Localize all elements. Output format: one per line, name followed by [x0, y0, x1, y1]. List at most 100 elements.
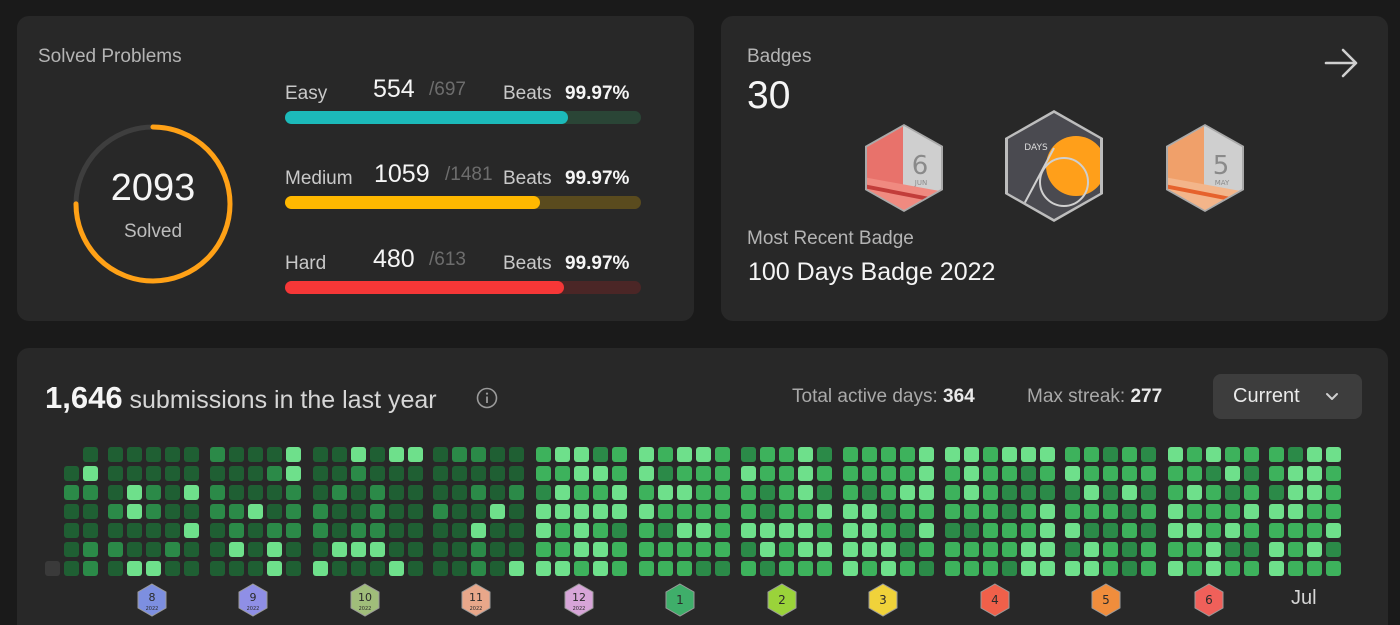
heatmap-cell[interactable] [715, 504, 730, 519]
heatmap-cell[interactable] [452, 447, 467, 462]
heatmap-cell[interactable] [1103, 561, 1118, 576]
heatmap-cell[interactable] [184, 447, 199, 462]
heatmap-cell[interactable] [509, 447, 524, 462]
heatmap-cell[interactable] [1065, 447, 1080, 462]
heatmap-cell[interactable] [229, 523, 244, 538]
heatmap-cell[interactable] [286, 561, 301, 576]
heatmap-cell[interactable] [574, 485, 589, 500]
heatmap-cell[interactable] [1326, 561, 1341, 576]
heatmap-cell[interactable] [1021, 466, 1036, 481]
heatmap-cell[interactable] [267, 523, 282, 538]
heatmap-cell[interactable] [1288, 447, 1303, 462]
heatmap-cell[interactable] [433, 542, 448, 557]
heatmap-cell[interactable] [900, 523, 915, 538]
heatmap-cell[interactable] [1021, 504, 1036, 519]
heatmap-cell[interactable] [108, 504, 123, 519]
heatmap-cell[interactable] [1122, 561, 1137, 576]
heatmap-cell[interactable] [389, 542, 404, 557]
heatmap-cell[interactable] [509, 542, 524, 557]
heatmap-cell[interactable] [1040, 504, 1055, 519]
heatmap-cell[interactable] [964, 504, 979, 519]
heatmap-cell[interactable] [509, 466, 524, 481]
heatmap-cell[interactable] [1244, 561, 1259, 576]
heatmap-cell[interactable] [798, 466, 813, 481]
heatmap-cell[interactable] [779, 447, 794, 462]
heatmap-cell[interactable] [798, 485, 813, 500]
heatmap-cell[interactable] [1307, 466, 1322, 481]
heatmap-cell[interactable] [574, 523, 589, 538]
heatmap-cell[interactable] [919, 504, 934, 519]
heatmap-cell[interactable] [1040, 542, 1055, 557]
heatmap-cell[interactable] [1307, 504, 1322, 519]
heatmap-cell[interactable] [612, 485, 627, 500]
heatmap-cell[interactable] [351, 523, 366, 538]
heatmap-cell[interactable] [332, 466, 347, 481]
heatmap-cell[interactable] [165, 561, 180, 576]
heatmap-cell[interactable] [452, 523, 467, 538]
heatmap-cell[interactable] [1187, 542, 1202, 557]
badge-5-may-icon[interactable]: 5 MAY [1164, 122, 1246, 214]
heatmap-cell[interactable] [900, 466, 915, 481]
heatmap-cell[interactable] [715, 542, 730, 557]
heatmap-cell[interactable] [408, 542, 423, 557]
heatmap-cell[interactable] [1065, 542, 1080, 557]
heatmap-cell[interactable] [1225, 466, 1240, 481]
month-badge-icon[interactable]: 1 [665, 583, 695, 617]
heatmap-cell[interactable] [862, 466, 877, 481]
heatmap-cell[interactable] [1122, 447, 1137, 462]
heatmap-cell[interactable] [408, 466, 423, 481]
heatmap-cell[interactable] [471, 542, 486, 557]
heatmap-cell[interactable] [1141, 447, 1156, 462]
heatmap-cell[interactable] [1288, 504, 1303, 519]
heatmap-cell[interactable] [1269, 504, 1284, 519]
heatmap-cell[interactable] [798, 542, 813, 557]
heatmap-cell[interactable] [108, 542, 123, 557]
heatmap-cell[interactable] [127, 447, 142, 462]
heatmap-cell[interactable] [964, 466, 979, 481]
heatmap-cell[interactable] [1326, 542, 1341, 557]
heatmap-cell[interactable] [593, 504, 608, 519]
heatmap-cell[interactable] [370, 466, 385, 481]
heatmap-cell[interactable] [490, 504, 505, 519]
heatmap-cell[interactable] [146, 447, 161, 462]
heatmap-cell[interactable] [1002, 485, 1017, 500]
heatmap-cell[interactable] [184, 504, 199, 519]
month-badge-icon[interactable]: 11 2022 [461, 583, 491, 617]
heatmap-cell[interactable] [210, 485, 225, 500]
heatmap-cell[interactable] [146, 466, 161, 481]
heatmap-cell[interactable] [593, 466, 608, 481]
heatmap-cell[interactable] [1168, 447, 1183, 462]
heatmap-cell[interactable] [313, 485, 328, 500]
heatmap-cell[interactable] [555, 504, 570, 519]
heatmap-cell[interactable] [639, 542, 654, 557]
heatmap-cell[interactable] [433, 466, 448, 481]
heatmap-cell[interactable] [817, 485, 832, 500]
heatmap-cell[interactable] [313, 561, 328, 576]
heatmap-cell[interactable] [1168, 485, 1183, 500]
heatmap-cell[interactable] [1002, 466, 1017, 481]
heatmap-cell[interactable] [64, 542, 79, 557]
heatmap-cell[interactable] [1021, 523, 1036, 538]
heatmap-cell[interactable] [433, 504, 448, 519]
heatmap-cell[interactable] [351, 542, 366, 557]
heatmap-cell[interactable] [843, 504, 858, 519]
heatmap-cell[interactable] [741, 561, 756, 576]
heatmap-cell[interactable] [370, 504, 385, 519]
heatmap-cell[interactable] [1187, 523, 1202, 538]
heatmap-cell[interactable] [146, 485, 161, 500]
heatmap-cell[interactable] [1065, 485, 1080, 500]
heatmap-cell[interactable] [919, 447, 934, 462]
heatmap-cell[interactable] [490, 485, 505, 500]
heatmap-cell[interactable] [229, 542, 244, 557]
heatmap-cell[interactable] [658, 447, 673, 462]
heatmap-cell[interactable] [1103, 466, 1118, 481]
heatmap-cell[interactable] [1206, 561, 1221, 576]
heatmap-cell[interactable] [536, 523, 551, 538]
heatmap-cell[interactable] [843, 485, 858, 500]
period-dropdown[interactable]: Current [1213, 374, 1362, 419]
heatmap-cell[interactable] [1065, 561, 1080, 576]
heatmap-cell[interactable] [83, 561, 98, 576]
heatmap-cell[interactable] [612, 447, 627, 462]
heatmap-cell[interactable] [900, 485, 915, 500]
heatmap-cell[interactable] [509, 561, 524, 576]
